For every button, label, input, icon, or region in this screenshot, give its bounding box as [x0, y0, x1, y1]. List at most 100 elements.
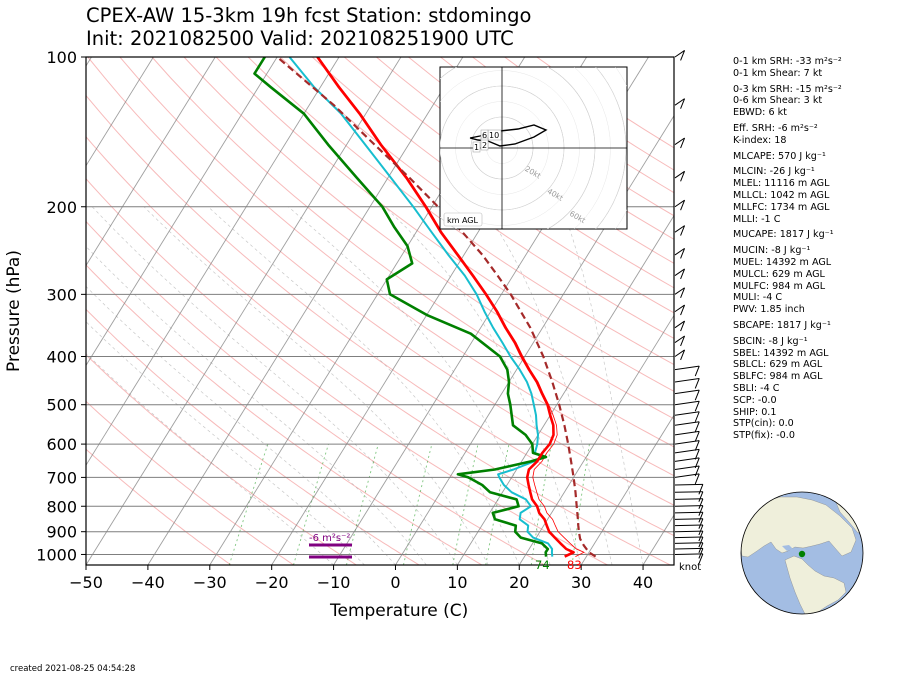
moist-adiabat [143, 206, 489, 565]
wind-barb-flag [680, 171, 686, 182]
x-tick-label: −40 [131, 573, 165, 592]
x-tick-label: −30 [193, 573, 227, 592]
surface-temperature-label: 83 [567, 558, 582, 572]
wind-barb [674, 225, 685, 233]
wind-barb [674, 365, 700, 371]
stat-line: SBLFC: 984 m AGL [733, 371, 823, 383]
wind-barb-flag [698, 518, 704, 529]
y-tick-label: 900 [46, 523, 77, 542]
wind-barb-flag [694, 421, 700, 432]
dry-adiabat [86, 400, 294, 565]
globe-land [741, 496, 863, 614]
srh-label: -6 m²s⁻² [309, 533, 350, 544]
wind-barb-flag [694, 449, 700, 460]
dry-adiabat [279, 57, 674, 340]
mixing-ratio-line [452, 444, 479, 565]
srh-text: -6 m²s⁻² [309, 533, 350, 544]
y-tick-label: 1000 [36, 545, 77, 564]
stat-line: 0-6 km Shear: 3 kt [733, 95, 823, 107]
stat-line: MLLI: -1 C [733, 213, 781, 225]
y-tick-label: 400 [46, 348, 77, 367]
stat-line: PWV: 1.85 inch [733, 304, 805, 316]
stat-line: MLEL: 11116 m AGL [733, 178, 830, 190]
wind-barb [674, 98, 685, 106]
wind-barb [674, 530, 703, 533]
background-lines [86, 57, 674, 565]
wind-barb [674, 137, 685, 146]
x-tick-label: 10 [447, 573, 467, 592]
wind-barb-flag [698, 553, 704, 565]
stat-line: MUEL: 14392 m AGL [733, 256, 832, 268]
y-tick-label: 500 [46, 396, 77, 415]
wind-barb-flag [694, 465, 700, 477]
stability-indices-panel: 0-1 km SRH: -33 m²s⁻² 0-1 km Shear: 7 kt 0… [733, 56, 903, 442]
wind-barb-flag [680, 137, 686, 149]
wind-barb [674, 335, 685, 343]
isotherm [86, 57, 402, 565]
y-tick-label: 200 [46, 198, 77, 217]
stat-line: SHIP: 0.1 [733, 406, 777, 418]
moist-adiabat [384, 206, 582, 565]
isotherm [86, 57, 216, 267]
wind-barb-flag [694, 365, 700, 377]
wind-barb [674, 247, 685, 256]
wind-barb-flag [698, 498, 704, 509]
wind-barb [674, 400, 700, 406]
dry-adiabat [151, 57, 674, 448]
chart-title: CPEX-AW 15-3km 19h fcst Station: stdomin… [86, 4, 531, 50]
wind-barb-flag [680, 50, 686, 61]
dry-adiabat [86, 220, 545, 565]
stat-line: 0-1 km Shear: 7 kt [733, 67, 823, 79]
wind-barb [674, 349, 685, 357]
hodograph-level-box [480, 139, 489, 151]
wind-barb [674, 268, 685, 276]
stat-line: SBEL: 14392 m AGL [733, 347, 829, 359]
dry-adiabat [86, 178, 608, 565]
mixing-ratio-line [403, 444, 433, 565]
stat-line: SBCIN: -8 J kg⁻¹ [733, 335, 808, 347]
wind-barb-flag [680, 199, 686, 211]
moist-adiabat [561, 206, 644, 565]
wind-barb-flag [698, 512, 704, 523]
stat-line: MULCL: 629 m AGL [733, 268, 825, 280]
wind-barb [674, 536, 703, 539]
dry-adiabat [86, 354, 357, 565]
moist-adiabat [86, 245, 427, 565]
stat-line: STP(fix): -0.0 [733, 430, 795, 442]
hodograph-content: 20kt40kt60kt80kt106312 [440, 67, 627, 229]
wind-barb [674, 524, 703, 527]
x-tick-label: 30 [571, 573, 591, 592]
wind-barb [674, 498, 703, 500]
wind-barb [674, 430, 700, 436]
x-tick-label: −10 [317, 573, 351, 592]
x-tick-label: 0 [390, 573, 400, 592]
mixing-ratio-line [571, 444, 590, 565]
created-timestamp: created 2021-08-25 04:54:28 [10, 664, 136, 674]
plot-frame [85, 56, 675, 566]
x-tick-label: 40 [633, 573, 653, 592]
wind-barb-flag [698, 491, 704, 502]
stat-line: STP(cin): 0.0 [733, 418, 794, 430]
isotherm [86, 57, 278, 367]
stat-line: MLCAPE: 570 J kg⁻¹ [733, 150, 826, 162]
wind-barb-flag [694, 440, 700, 451]
wind-barb [674, 473, 700, 478]
isotherm [456, 214, 674, 565]
y-axis-label: Pressure (hPa) [4, 250, 24, 372]
isotherm [147, 57, 464, 565]
y-tick-label: 600 [46, 435, 77, 454]
mixing-ratio-line [345, 443, 379, 565]
stat-line: MLLFC: 1734 m AGL [733, 201, 830, 213]
isotherm [518, 314, 674, 565]
stat-line: 0-3 km SRH: -15 m²s⁻² [733, 83, 842, 95]
title-line-2: Init: 2021082500 Valid: 202108251900 UTC [86, 27, 514, 50]
hodograph-level-label: 10 [489, 131, 499, 140]
x-tick-label: 20 [509, 573, 529, 592]
wind-barb [674, 287, 685, 295]
y-tick-label: 100 [46, 48, 77, 67]
stat-line: MUCIN: -8 J kg⁻¹ [733, 245, 811, 257]
wind-barb-flag [698, 530, 704, 542]
stat-line: SBCAPE: 1817 J kg⁻¹ [733, 319, 831, 331]
wind-barb-flag [694, 473, 700, 485]
